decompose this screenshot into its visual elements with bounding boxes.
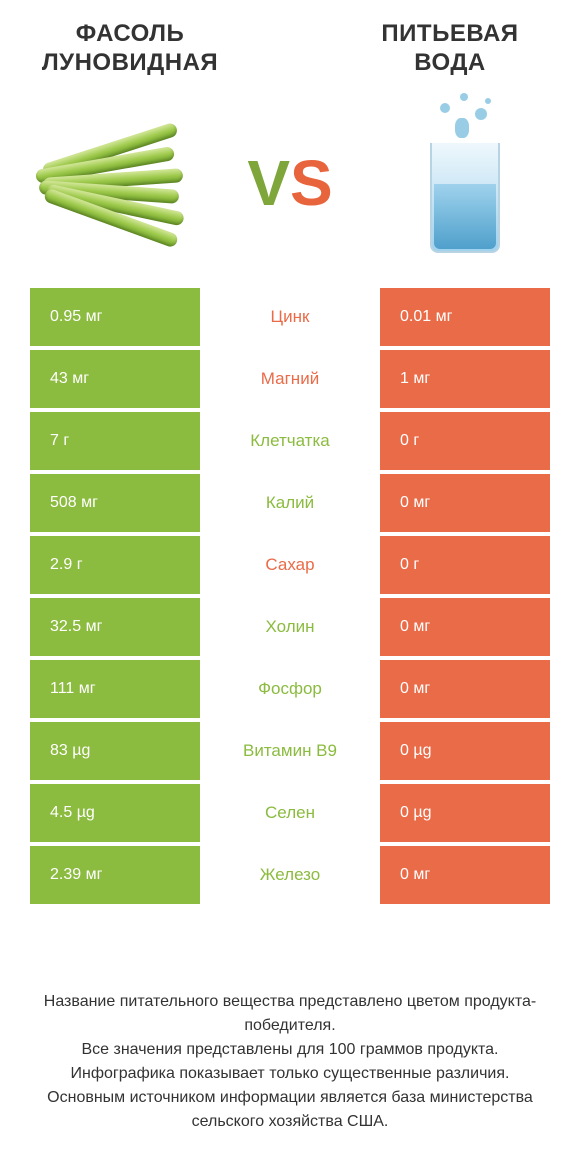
- right-value: 0 µg: [380, 722, 550, 780]
- vs-s: S: [290, 147, 333, 219]
- comparison-row: 2.39 мгЖелезо0 мг: [30, 846, 550, 904]
- right-value: 0 мг: [380, 474, 550, 532]
- footer-line-3: Инфографика показывает только существенн…: [40, 1062, 540, 1086]
- header: ФАСОЛЬ ЛУНОВИДНАЯ ПИТЬЕВАЯ ВОДА: [0, 0, 580, 88]
- comparison-row: 83 µgВитамин B90 µg: [30, 722, 550, 780]
- nutrient-label: Цинк: [200, 288, 380, 346]
- left-value: 32.5 мг: [30, 598, 200, 656]
- right-product-title: ПИТЬЕВАЯ ВОДА: [350, 20, 550, 78]
- right-value: 0 мг: [380, 846, 550, 904]
- comparison-row: 0.95 мгЦинк0.01 мг: [30, 288, 550, 346]
- right-value: 0.01 мг: [380, 288, 550, 346]
- comparison-table: 0.95 мгЦинк0.01 мг43 мгМагний1 мг7 гКлет…: [0, 288, 580, 904]
- nutrient-label: Клетчатка: [200, 412, 380, 470]
- left-product-title: ФАСОЛЬ ЛУНОВИДНАЯ: [30, 20, 230, 78]
- right-value: 0 мг: [380, 660, 550, 718]
- comparison-row: 4.5 µgСелен0 µg: [30, 784, 550, 842]
- vs-v: V: [247, 147, 290, 219]
- left-value: 43 мг: [30, 350, 200, 408]
- left-value: 111 мг: [30, 660, 200, 718]
- left-value: 508 мг: [30, 474, 200, 532]
- left-value: 2.39 мг: [30, 846, 200, 904]
- comparison-row: 111 мгФосфор0 мг: [30, 660, 550, 718]
- footer-line-1: Название питательного вещества представл…: [40, 990, 540, 1038]
- comparison-row: 508 мгКалий0 мг: [30, 474, 550, 532]
- green-beans-icon: [35, 123, 195, 243]
- right-product-image: [380, 98, 550, 268]
- left-value: 0.95 мг: [30, 288, 200, 346]
- nutrient-label: Магний: [200, 350, 380, 408]
- footer-line-2: Все значения представлены для 100 граммо…: [40, 1038, 540, 1062]
- left-value: 2.9 г: [30, 536, 200, 594]
- right-value: 0 г: [380, 412, 550, 470]
- right-value: 1 мг: [380, 350, 550, 408]
- images-row: VS: [0, 88, 580, 288]
- right-value: 0 г: [380, 536, 550, 594]
- comparison-row: 32.5 мгХолин0 мг: [30, 598, 550, 656]
- comparison-row: 43 мгМагний1 мг: [30, 350, 550, 408]
- nutrient-label: Витамин B9: [200, 722, 380, 780]
- footer-notes: Название питательного вещества представл…: [0, 990, 580, 1134]
- right-value: 0 µg: [380, 784, 550, 842]
- right-value: 0 мг: [380, 598, 550, 656]
- nutrient-label: Сахар: [200, 536, 380, 594]
- left-value: 7 г: [30, 412, 200, 470]
- nutrient-label: Фосфор: [200, 660, 380, 718]
- comparison-row: 2.9 гСахар0 г: [30, 536, 550, 594]
- nutrient-label: Селен: [200, 784, 380, 842]
- water-glass-icon: [420, 113, 510, 253]
- left-value: 4.5 µg: [30, 784, 200, 842]
- comparison-row: 7 гКлетчатка0 г: [30, 412, 550, 470]
- footer-line-4: Основным источником информации является …: [40, 1086, 540, 1134]
- left-product-image: [30, 98, 200, 268]
- vs-label: VS: [247, 151, 332, 215]
- nutrient-label: Калий: [200, 474, 380, 532]
- left-value: 83 µg: [30, 722, 200, 780]
- nutrient-label: Холин: [200, 598, 380, 656]
- nutrient-label: Железо: [200, 846, 380, 904]
